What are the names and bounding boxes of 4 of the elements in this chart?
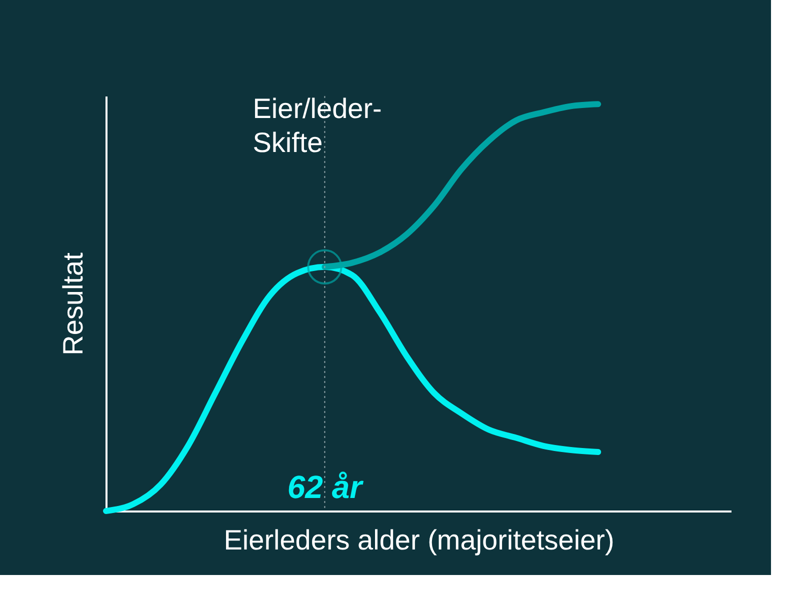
annotation: 62 år <box>287 469 364 505</box>
y-axis-title: Resultat <box>58 252 88 356</box>
x-axis-title: Eierleders alder (majoritetseier) <box>224 524 614 556</box>
annotation: Eier/leder-Skifte <box>252 93 382 158</box>
